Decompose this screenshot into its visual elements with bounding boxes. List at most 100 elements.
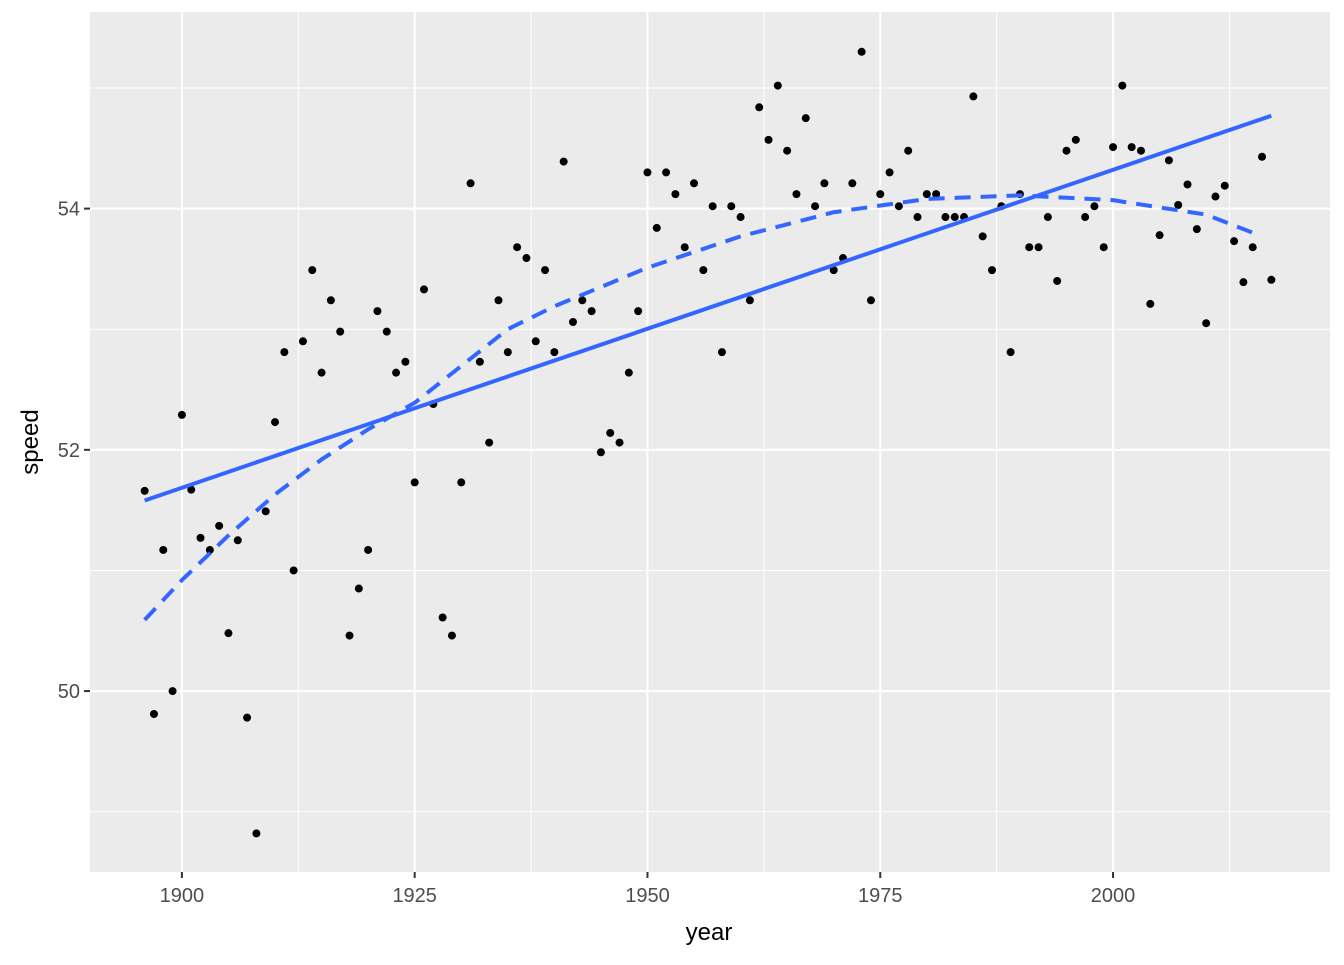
point [662, 168, 671, 177]
point [1230, 237, 1239, 246]
point [224, 629, 233, 638]
x-tick-label: 1900 [160, 885, 205, 907]
point [559, 157, 568, 166]
point [876, 190, 885, 199]
point [326, 296, 335, 305]
point [457, 478, 466, 487]
point [1136, 146, 1145, 155]
point [159, 545, 168, 554]
point [615, 438, 624, 447]
point [336, 327, 345, 336]
x-tick-label: 1925 [392, 885, 437, 907]
point [1006, 348, 1015, 357]
panel [90, 12, 1330, 872]
point [1109, 143, 1118, 152]
point [1071, 135, 1080, 144]
x-axis-title: year [686, 919, 733, 946]
point [568, 317, 577, 326]
point [1062, 146, 1071, 155]
point [606, 428, 615, 437]
point [289, 566, 298, 575]
point [271, 418, 280, 427]
point [699, 266, 708, 275]
point [801, 114, 810, 123]
point [578, 296, 587, 305]
point [252, 829, 261, 838]
point [1090, 202, 1099, 211]
point [1192, 225, 1201, 234]
point [727, 202, 736, 211]
point [177, 410, 186, 419]
point [1211, 192, 1220, 201]
point [345, 631, 354, 640]
point [215, 521, 224, 530]
point [187, 485, 196, 494]
point [1053, 276, 1062, 285]
point [298, 337, 307, 346]
point [1155, 231, 1164, 240]
point [941, 213, 950, 222]
point [140, 486, 149, 495]
point [438, 613, 447, 622]
point [1267, 275, 1276, 284]
point [233, 536, 242, 545]
point [1164, 156, 1173, 165]
point [1127, 143, 1136, 152]
point [447, 631, 456, 640]
point [913, 213, 922, 222]
point [1248, 243, 1257, 252]
point [717, 348, 726, 357]
point [494, 296, 503, 305]
point [755, 103, 764, 112]
point [857, 47, 866, 56]
x-tick-label: 1975 [858, 885, 903, 907]
point [690, 179, 699, 188]
point [987, 266, 996, 275]
point [652, 223, 661, 232]
point [643, 168, 652, 177]
point [466, 179, 475, 188]
point [382, 327, 391, 336]
point [866, 296, 875, 305]
point [885, 168, 894, 177]
point [904, 146, 913, 155]
point [503, 348, 512, 357]
point [541, 266, 550, 275]
point [420, 285, 429, 294]
y-tick-label: 50 [58, 681, 80, 703]
point [149, 709, 158, 718]
x-tick-label: 1950 [625, 885, 670, 907]
point [783, 146, 792, 155]
point [513, 243, 522, 252]
point [550, 348, 559, 357]
point [950, 213, 959, 222]
point [969, 92, 978, 101]
point [317, 368, 326, 377]
point [1258, 152, 1267, 161]
y-tick-label: 54 [58, 199, 80, 221]
point [811, 202, 820, 211]
point [531, 337, 540, 346]
point [522, 254, 531, 263]
point [745, 296, 754, 305]
point [261, 507, 270, 516]
point [410, 478, 419, 487]
point [354, 584, 363, 593]
point [1081, 213, 1090, 222]
point [373, 307, 382, 316]
point [168, 687, 177, 696]
x-tick-label: 2000 [1091, 885, 1136, 907]
point [736, 213, 745, 222]
point [894, 202, 903, 211]
point [978, 232, 987, 241]
point [587, 307, 596, 316]
point [848, 179, 857, 188]
point [392, 368, 401, 377]
point [485, 438, 494, 447]
point [280, 348, 289, 357]
point [1183, 180, 1192, 189]
point [708, 202, 717, 211]
fit-line [144, 113, 1272, 503]
point [1043, 213, 1052, 222]
